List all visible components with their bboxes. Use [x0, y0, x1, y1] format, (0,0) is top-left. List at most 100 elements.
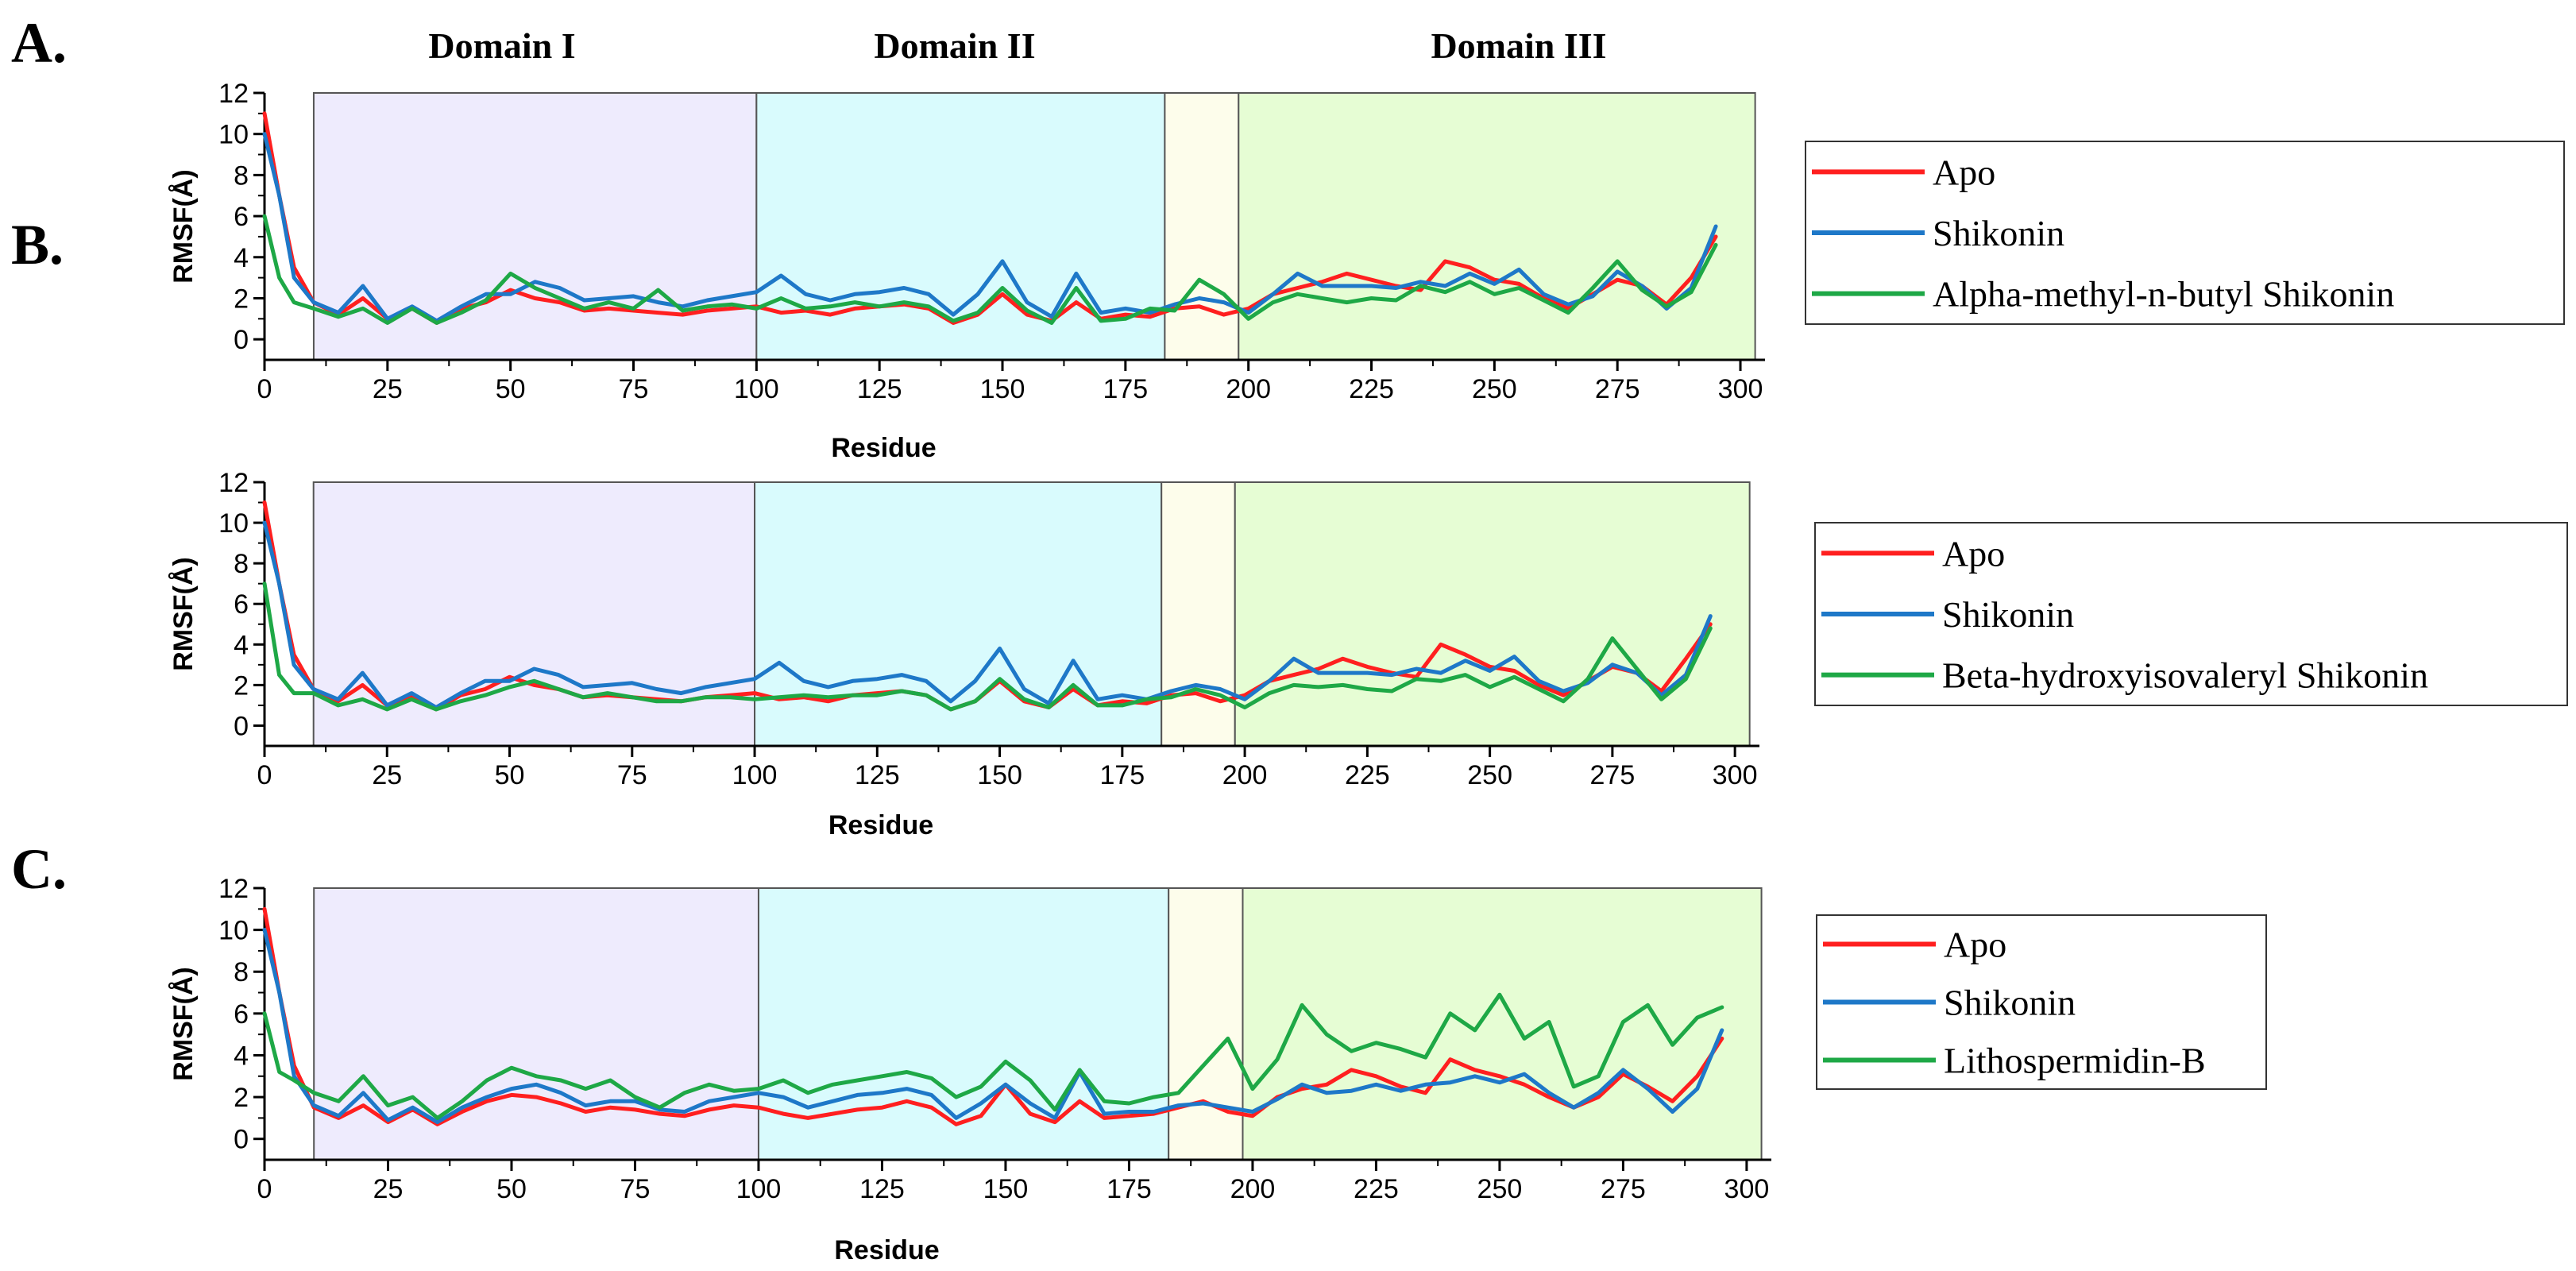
rmsf-panel-1: B.0 25 50 75 100 125 150 175 200 225 250 275 3000246…	[11, 213, 2568, 840]
y-tick-label: 4	[234, 1041, 249, 1071]
y-tick-label: 6	[234, 999, 249, 1030]
x-tick-label: 100	[736, 1174, 782, 1204]
legend-entry: Shikonin	[1933, 213, 2064, 253]
x-tick-label: 175	[1099, 760, 1145, 790]
y-tick-label: 12	[218, 468, 249, 498]
domain-region	[1164, 92, 1240, 361]
y-tick-label: 6	[234, 589, 249, 620]
x-tick-label: 75	[619, 374, 649, 404]
y-tick-label: 0	[234, 1125, 249, 1155]
x-tick-label: 0	[257, 374, 272, 404]
x-tick-label: 200	[1226, 374, 1271, 404]
y-tick-label: 10	[218, 916, 249, 946]
series-line-0	[262, 906, 1724, 1126]
x-tick-label: 250	[1472, 374, 1517, 404]
x-tick-label: 150	[980, 374, 1025, 404]
domain-region	[1238, 92, 1756, 361]
x-tick-label: 100	[732, 760, 778, 790]
x-tick-label: 25	[373, 1174, 404, 1204]
x-tick-label: 25	[372, 760, 402, 790]
legend-entry: Shikonin	[1942, 594, 2074, 635]
x-tick-label: 225	[1354, 1174, 1399, 1204]
y-tick-label: 2	[234, 284, 249, 314]
x-tick-label: 275	[1590, 760, 1636, 790]
x-tick-label: 300	[1724, 1174, 1770, 1204]
legend-entry: Apo	[1942, 533, 2005, 574]
y-tick-label: 8	[234, 957, 249, 987]
series-line-1	[262, 928, 1724, 1125]
x-tick-label: 175	[1103, 374, 1148, 404]
domain-ii-label: Domain II	[874, 25, 1035, 66]
y-tick-label: 2	[234, 1083, 249, 1113]
x-tick-label: 50	[496, 374, 526, 404]
panel-label: B.	[11, 213, 64, 276]
legend-entry: Shikonin	[1944, 983, 2076, 1023]
x-axis-title: Residue	[831, 433, 936, 463]
x-tick-label: 50	[496, 1174, 527, 1204]
domain-i-label: Domain I	[428, 25, 575, 66]
panel-label: A.	[11, 11, 67, 75]
x-tick-label: 0	[257, 1174, 272, 1204]
domain-iii-label: Domain III	[1431, 25, 1606, 66]
x-tick-label: 225	[1349, 374, 1394, 404]
x-tick-label: 150	[983, 1174, 1029, 1204]
y-tick-label: 6	[234, 202, 249, 232]
y-tick-label: 12	[218, 874, 249, 904]
y-tick-label: 8	[234, 549, 249, 579]
x-axis-title: Residue	[828, 810, 933, 840]
x-tick-label: 125	[859, 1174, 905, 1204]
legend-entry: Alpha-methyl-n-butyl Shikonin	[1933, 274, 2394, 315]
x-tick-label: 300	[1718, 374, 1763, 404]
legend-box	[1814, 522, 2568, 706]
legend-entry: Apo	[1944, 925, 2006, 965]
x-tick-label: 0	[257, 760, 272, 790]
x-tick-label: 200	[1222, 760, 1268, 790]
y-tick-label: 10	[218, 508, 249, 539]
y-tick-label: 2	[234, 670, 249, 701]
series-line-2	[262, 581, 1713, 712]
x-tick-label: 150	[977, 760, 1022, 790]
legend-entry: Beta-hydroxyisovaleryl Shikonin	[1942, 655, 2428, 696]
domain-region	[1234, 481, 1751, 747]
series-line-2	[262, 214, 1718, 325]
y-tick-label: 0	[234, 711, 249, 741]
y-axis-title: RMSF(Å)	[168, 967, 199, 1081]
x-tick-label: 175	[1106, 1174, 1152, 1204]
y-tick-label: 0	[234, 325, 249, 355]
x-tick-label: 300	[1713, 760, 1758, 790]
x-tick-label: 125	[855, 760, 900, 790]
legend-entry: Lithospermidin-B	[1944, 1041, 2206, 1081]
domain-region	[1161, 481, 1236, 747]
x-tick-label: 25	[373, 374, 403, 404]
x-tick-label: 225	[1345, 760, 1390, 790]
x-tick-label: 75	[620, 1174, 651, 1204]
x-tick-label: 250	[1467, 760, 1512, 790]
x-tick-label: 250	[1477, 1174, 1523, 1204]
panel-label: C.	[11, 837, 67, 901]
legend-box	[1805, 141, 2565, 325]
y-tick-label: 8	[234, 160, 249, 191]
legend-entry: Apo	[1933, 152, 1995, 192]
y-tick-label: 12	[218, 79, 249, 109]
y-tick-label: 4	[234, 630, 249, 660]
rmsf-panel-2: C. 0 25 50 75 100 125 150 175 200 225 250 275 300 0 2 4 6…	[11, 837, 2267, 1265]
y-axis-title: RMSF(Å)	[168, 557, 199, 671]
x-tick-label: 50	[495, 760, 525, 790]
x-tick-label: 100	[734, 374, 779, 404]
series-line-2	[262, 992, 1724, 1120]
x-axis-title: Residue	[834, 1235, 939, 1265]
y-tick-label: 4	[234, 243, 249, 273]
rmsf-panel-0: A. 0 25 50 75 100 125 150 175 200 225 250 275 300 0 2 4 6…	[11, 11, 2565, 463]
x-tick-label: 75	[617, 760, 647, 790]
x-tick-label: 275	[1601, 1174, 1646, 1204]
domain-region	[1168, 887, 1244, 1161]
y-axis-title: RMSF(Å)	[168, 169, 199, 284]
y-tick-label: 10	[218, 120, 249, 150]
x-tick-label: 200	[1230, 1174, 1276, 1204]
series-line-1	[262, 520, 1713, 709]
series-line-1	[262, 132, 1718, 323]
x-tick-label: 125	[857, 374, 902, 404]
domain-region	[1242, 887, 1763, 1161]
x-tick-label: 275	[1595, 374, 1640, 404]
